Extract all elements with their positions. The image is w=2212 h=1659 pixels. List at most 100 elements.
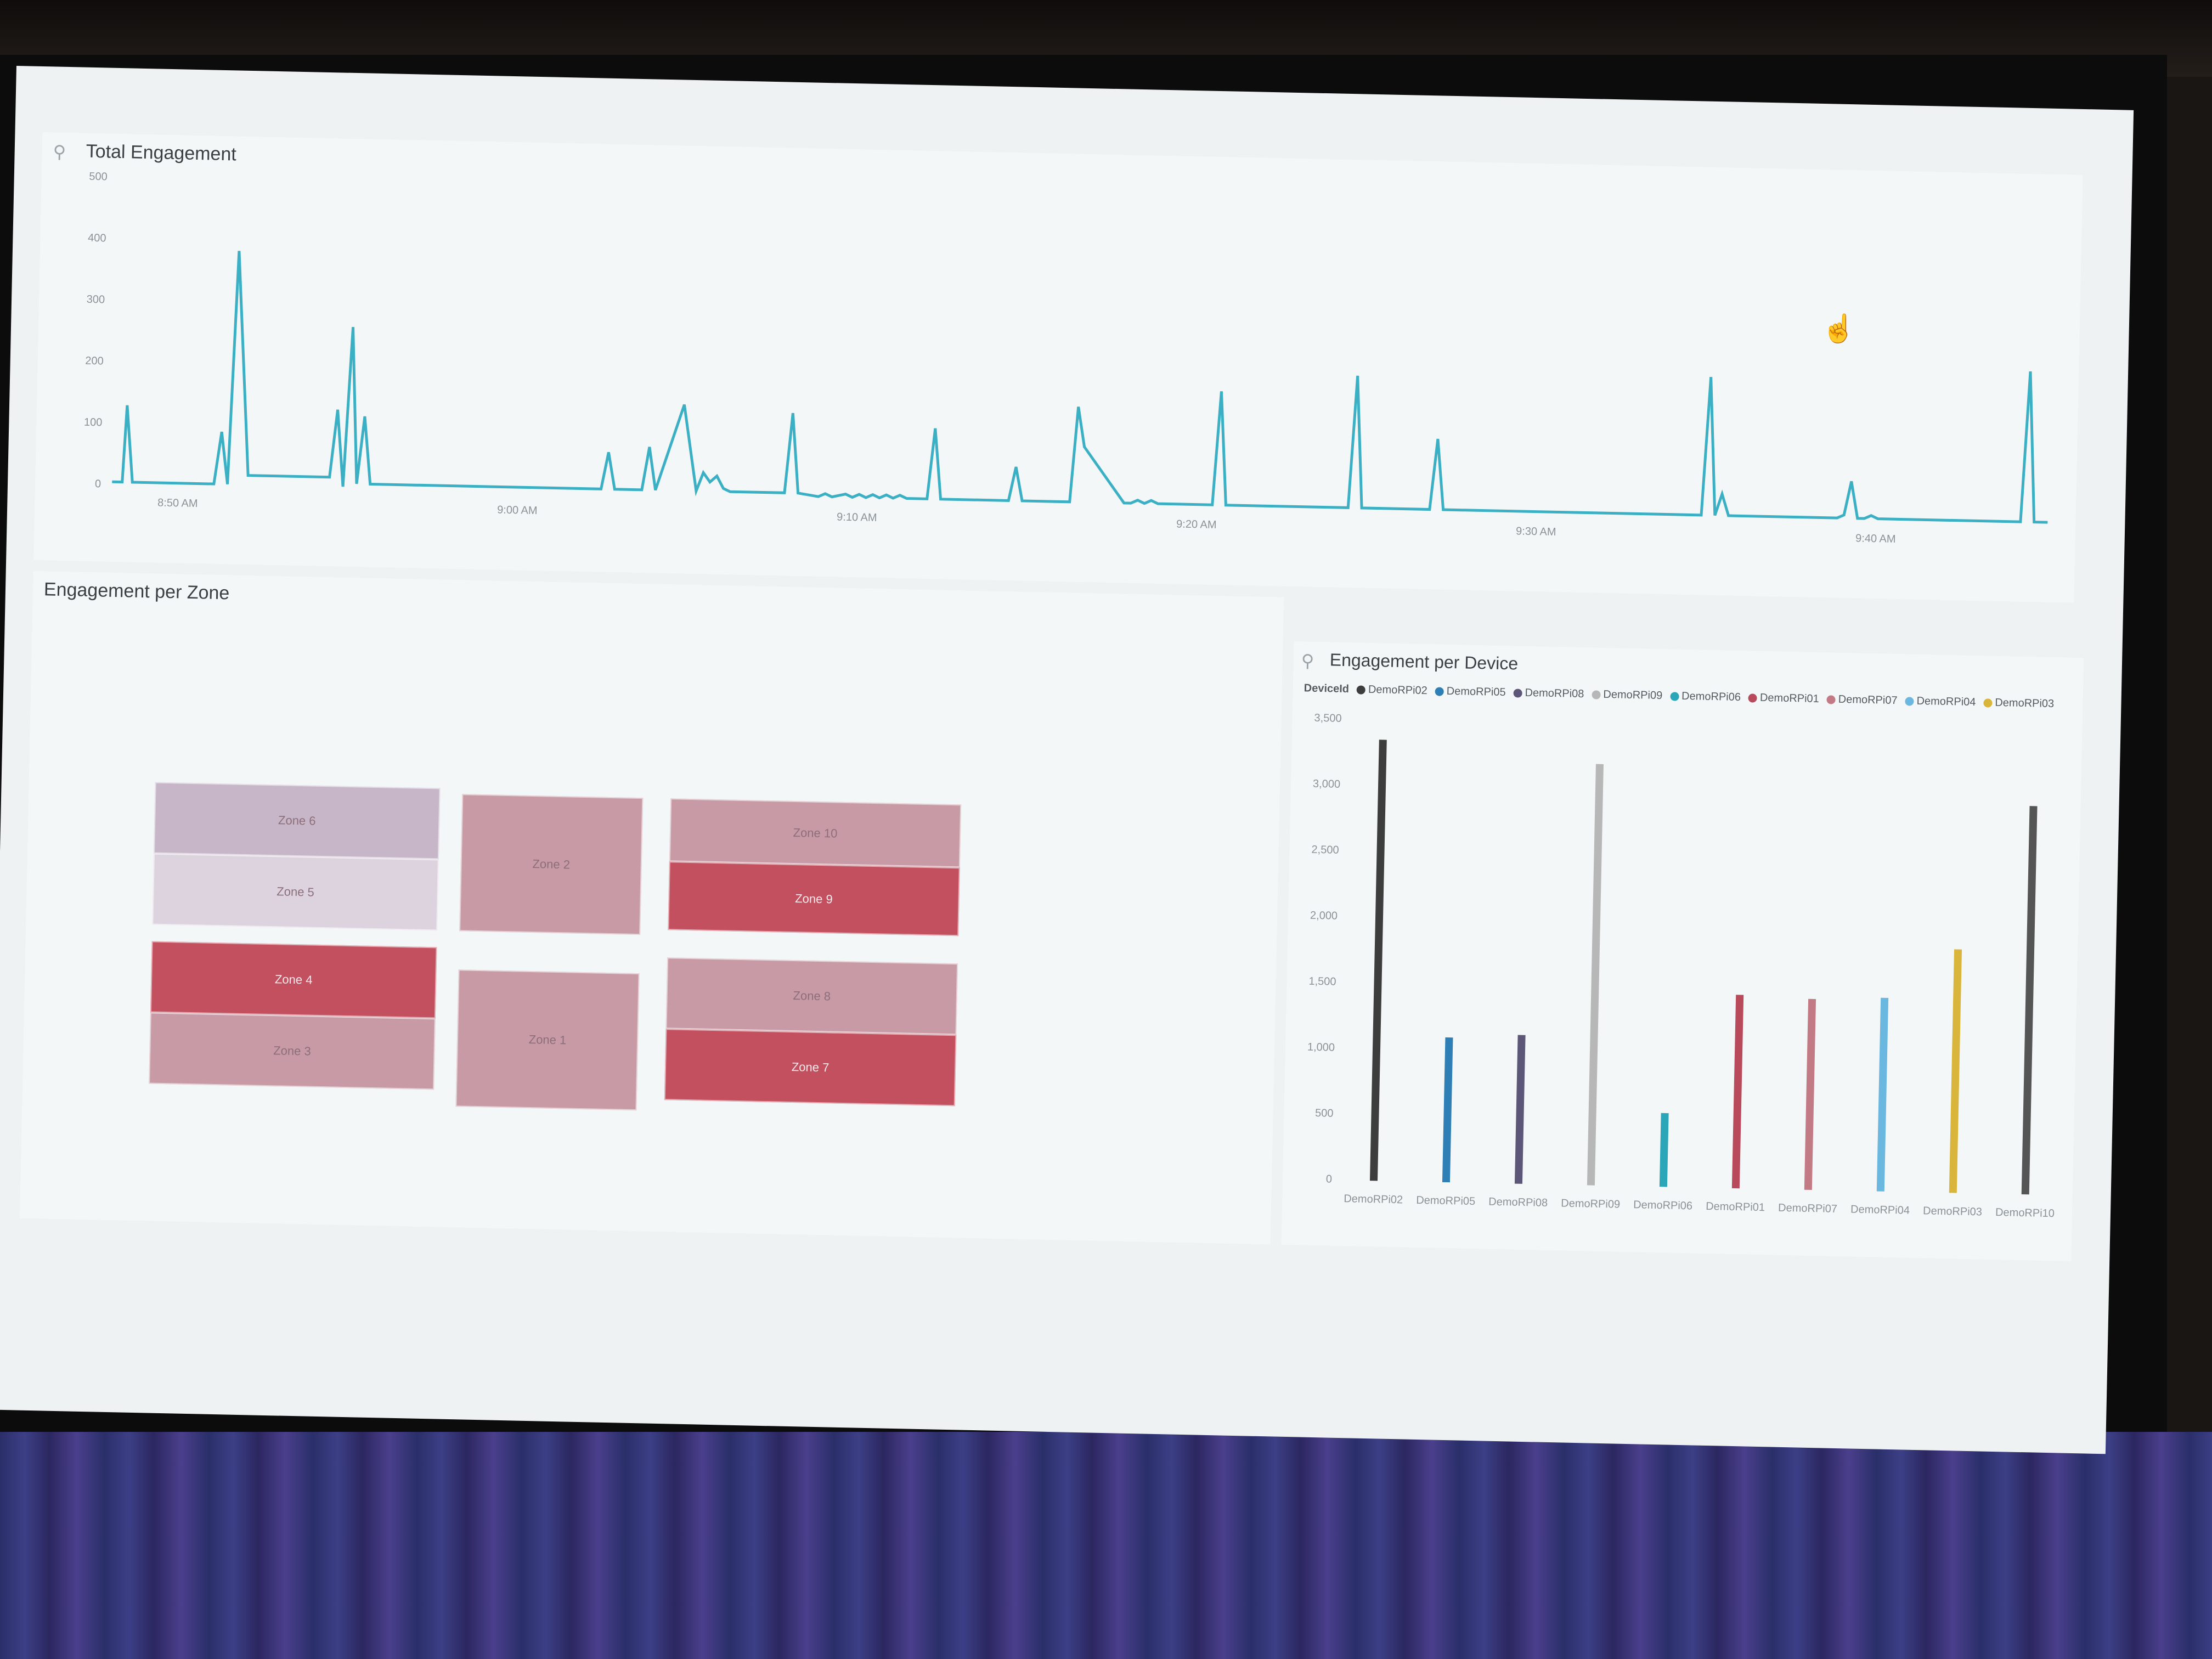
y-tick-label: 100 <box>83 416 103 429</box>
engagement-series-line <box>112 251 2048 524</box>
legend-item[interactable]: DemoRPi04 <box>1905 695 1976 709</box>
stage-curtain <box>0 1432 2212 1659</box>
zone-tile[interactable]: Zone 9 <box>668 861 960 936</box>
device-bar[interactable] <box>1659 1113 1669 1187</box>
zone-label: Zone 3 <box>273 1043 312 1058</box>
legend-swatch <box>1905 696 1914 706</box>
zone-label: Zone 5 <box>276 884 315 899</box>
legend-label: DemoRPi01 <box>1759 691 1820 706</box>
legend-label: DemoRPi04 <box>1916 695 1976 709</box>
zone-map: Zone 6 Zone 5 Zone 2 Zone 10 Zone 9 Zone 4 Zon… <box>149 782 962 1111</box>
device-bar[interactable] <box>1514 1035 1526 1184</box>
legend-swatch <box>1826 695 1836 704</box>
device-bar[interactable] <box>1731 995 1744 1189</box>
legend-item[interactable]: DemoRPi09 <box>1592 688 1662 702</box>
zone-tile[interactable]: Zone 6 <box>153 782 441 860</box>
zone-tile[interactable]: Zone 2 <box>459 794 644 935</box>
device-bar[interactable] <box>1949 949 1962 1193</box>
zone-tile[interactable]: Zone 7 <box>664 1029 957 1107</box>
legend-label: DemoRPi07 <box>1838 693 1898 707</box>
legend-swatch <box>1592 690 1601 699</box>
legend-item[interactable]: DemoRPi05 <box>1435 685 1506 699</box>
total-engagement-line-chart <box>112 251 2048 524</box>
legend-swatch <box>1983 698 1993 708</box>
zone-tile[interactable]: Zone 4 <box>150 941 437 1019</box>
legend-item[interactable]: DemoRPi03 <box>1983 696 2054 710</box>
legend-label: DemoRPi06 <box>1681 690 1741 704</box>
legend-label: DemoRPi05 <box>1446 685 1506 699</box>
y-tick-label: 3,000 <box>1312 777 1341 791</box>
y-tick-label: 300 <box>86 293 105 306</box>
legend-swatch <box>1670 691 1679 701</box>
zone-tile[interactable]: Zone 5 <box>152 853 439 931</box>
y-tick-label: 400 <box>87 232 106 245</box>
legend-item[interactable]: DemoRPi08 <box>1513 686 1584 701</box>
total-engagement-panel[interactable]: ⚲ Total Engagement 500 400 300 200 100 0 8:50… <box>33 132 2083 603</box>
device-bar[interactable] <box>1587 764 1604 1186</box>
zone-tile[interactable]: Zone 1 <box>455 969 640 1111</box>
legend-item[interactable]: DemoRPi07 <box>1826 693 1898 707</box>
x-tick-label: DemoRPi04 <box>1850 1203 1910 1216</box>
zone-label: Zone 8 <box>793 989 831 1003</box>
engagement-per-zone-panel[interactable]: Engagement per Zone Zone 6 Zone 5 Zone 2 Zo… <box>20 571 1284 1245</box>
total-engagement-title: Total Engagement <box>86 140 237 165</box>
legend-swatch <box>1356 685 1366 695</box>
device-bar[interactable] <box>1369 740 1387 1181</box>
legend-swatch <box>1435 686 1444 696</box>
legend-swatch <box>1748 693 1758 703</box>
line-y-axis: 500 400 300 200 100 0 <box>42 132 2083 490</box>
pin-icon[interactable]: ⚲ <box>53 142 66 162</box>
y-tick-label: 3,500 <box>1314 712 1342 725</box>
y-tick-label: 0 <box>94 478 101 490</box>
legend-title: DeviceId <box>1304 682 1350 696</box>
pin-icon[interactable]: ⚲ <box>1301 651 1314 671</box>
line-x-axis: 8:50 AM 9:00 AM 9:10 AM 9:20 AM 9:30 AM 9:40 … <box>42 132 2083 545</box>
legend-label: DemoRPi09 <box>1603 688 1663 702</box>
x-tick-label: DemoRPi09 <box>1561 1197 1620 1210</box>
y-tick-label: 2,000 <box>1310 909 1338 922</box>
zone-label: Zone 4 <box>274 972 313 987</box>
x-tick-label: DemoRPi08 <box>1488 1196 1548 1209</box>
x-tick-label: DemoRPi06 <box>1633 1199 1692 1212</box>
y-tick-label: 2,500 <box>1311 843 1339 856</box>
zone-tile[interactable]: Zone 3 <box>149 1012 436 1090</box>
device-legend: DeviceId DemoRPi02 DemoRPi05 DemoRPi08 Demo… <box>1304 682 2055 710</box>
legend-item[interactable]: DemoRPi02 <box>1356 683 1428 697</box>
x-tick-label: DemoRPi07 <box>1778 1202 1837 1215</box>
y-tick-label: 1,000 <box>1307 1041 1335 1054</box>
y-tick-label: 500 <box>1314 1107 1334 1120</box>
legend-item[interactable]: DemoRPi06 <box>1670 690 1741 704</box>
x-tick-label: DemoRPi03 <box>1923 1205 1982 1218</box>
x-tick-label: DemoRPi02 <box>1344 1193 1403 1206</box>
zone-label: Zone 9 <box>795 891 833 906</box>
engagement-per-device-title: Engagement per Device <box>1329 650 1519 674</box>
device-bar[interactable] <box>2021 806 2038 1195</box>
zone-label: Zone 7 <box>791 1059 830 1075</box>
device-bar[interactable] <box>1876 997 1889 1192</box>
x-tick-label: DemoRPi10 <box>1995 1206 2055 1220</box>
y-tick-label: 200 <box>85 354 104 368</box>
zone-label: Zone 6 <box>278 813 316 828</box>
device-bar[interactable] <box>1804 998 1816 1190</box>
zone-label: Zone 2 <box>532 857 571 872</box>
dashboard-screen: ⚲ Total Engagement 500 400 300 200 100 0 8:50… <box>0 66 2134 1454</box>
engagement-per-device-panel[interactable]: ⚲ Engagement per Device DeviceId DemoRPi… <box>1281 641 2084 1261</box>
legend-label: DemoRPi02 <box>1368 683 1428 697</box>
y-tick-label: 0 <box>1325 1173 1333 1186</box>
hand-cursor-icon: ☝ <box>1821 313 1857 345</box>
x-tick-label: DemoRPi05 <box>1416 1194 1475 1207</box>
device-bar[interactable] <box>1442 1037 1453 1183</box>
legend-label: DemoRPi03 <box>1995 696 2055 710</box>
zone-tile[interactable]: Zone 8 <box>665 957 958 1035</box>
zone-label: Zone 10 <box>793 825 838 840</box>
x-tick-label: DemoRPi01 <box>1706 1200 1765 1214</box>
y-tick-label: 1,500 <box>1308 975 1336 988</box>
engagement-per-device-bar-chart: DemoRPi02 DemoRPi05 DemoRPi08 DemoRPi09 Demo… <box>1344 740 2055 1220</box>
legend-swatch <box>1513 688 1522 698</box>
legend-label: DemoRPi08 <box>1525 686 1584 701</box>
engagement-per-zone-title: Engagement per Zone <box>43 579 230 604</box>
zone-tile[interactable]: Zone 10 <box>669 798 962 868</box>
legend-item[interactable]: DemoRPi01 <box>1748 691 1819 706</box>
y-tick-label: 500 <box>89 170 108 183</box>
zone-label: Zone 1 <box>528 1032 567 1047</box>
